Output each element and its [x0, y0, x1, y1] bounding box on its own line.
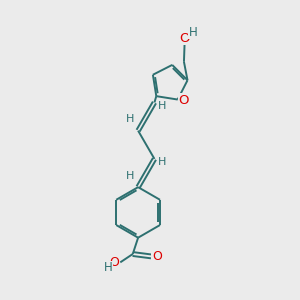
Text: O: O — [179, 94, 189, 106]
Text: H: H — [188, 26, 197, 39]
Text: H: H — [103, 261, 112, 274]
Text: O: O — [152, 250, 162, 263]
Text: O: O — [110, 256, 119, 269]
Text: H: H — [126, 114, 134, 124]
Text: H: H — [158, 158, 167, 167]
Text: O: O — [180, 32, 190, 44]
Text: H: H — [158, 101, 167, 111]
Text: H: H — [126, 171, 135, 181]
